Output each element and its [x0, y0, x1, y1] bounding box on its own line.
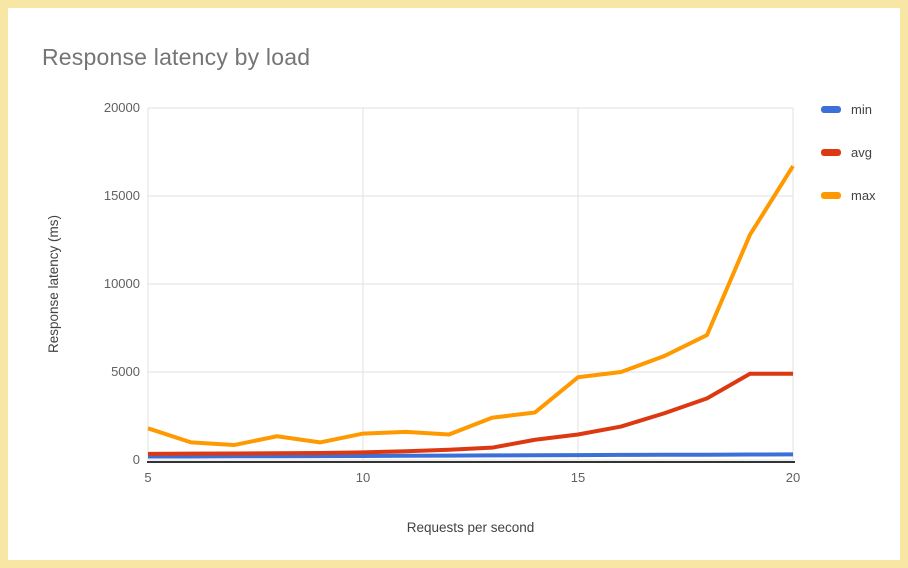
x-tick-label: 10: [355, 470, 371, 485]
legend-label: max: [851, 187, 876, 203]
y-tick-label: 20000: [103, 100, 140, 115]
legend-item-avg[interactable]: avg: [821, 143, 876, 161]
series-line-max[interactable]: [147, 165, 795, 448]
y-tick-label: 15000: [103, 188, 140, 203]
legend-swatch-min: [821, 105, 841, 113]
legend-label: avg: [851, 144, 872, 160]
legend-swatch-avg: [821, 148, 841, 156]
legend-item-max[interactable]: max: [821, 186, 876, 204]
x-axis-title: Requests per second: [406, 520, 535, 535]
y-tick-label: 5000: [111, 364, 140, 379]
x-tick-label: 20: [785, 470, 801, 485]
legend-swatch-max: [821, 191, 841, 199]
x-axis-line: [147, 461, 795, 463]
series-line-min[interactable]: [148, 452, 794, 459]
legend-label: min: [851, 101, 872, 117]
legend-item-min[interactable]: min: [821, 100, 876, 118]
series-line-avg[interactable]: [147, 371, 793, 456]
y-axis-title: Response latency (ms): [46, 214, 61, 354]
x-tick-label: 15: [570, 470, 586, 485]
chart-title: Response latency by load: [42, 44, 311, 70]
chart-plot-area[interactable]: [147, 107, 795, 461]
y-tick-label: 0: [132, 452, 140, 467]
chart-legend: min avg max: [821, 100, 876, 229]
y-tick-label: 10000: [103, 276, 140, 291]
x-tick-label: 5: [144, 470, 152, 485]
